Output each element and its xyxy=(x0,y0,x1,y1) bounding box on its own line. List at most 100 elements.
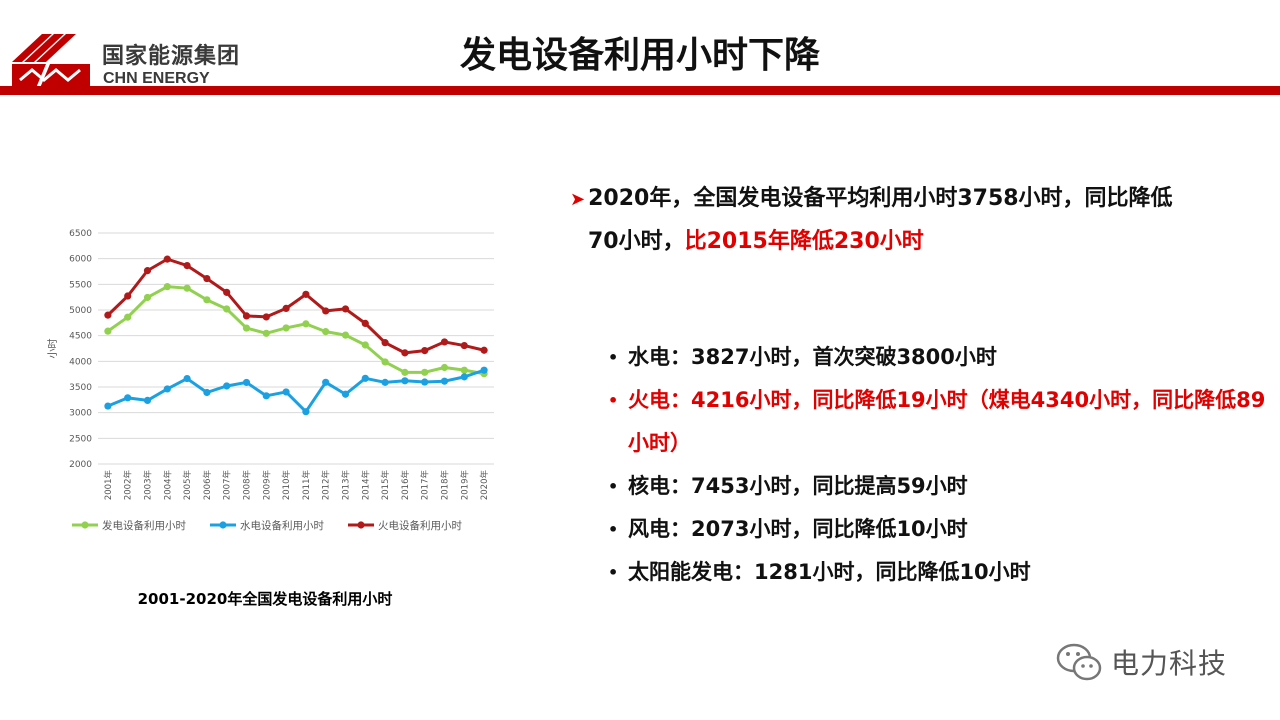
legend-marker xyxy=(219,521,227,529)
data-point xyxy=(163,283,171,291)
data-point xyxy=(361,319,369,327)
watermark: 电力科技 xyxy=(1055,638,1227,686)
bullet-wind: • 风电：2073小时，同比降低10小时 xyxy=(608,508,1268,551)
data-point xyxy=(183,284,191,292)
y-tick-label: 4500 xyxy=(69,332,92,342)
data-point xyxy=(361,341,369,349)
data-point xyxy=(421,378,429,386)
x-tick-label: 2005年 xyxy=(182,470,193,501)
data-point xyxy=(322,307,330,315)
brand-name-en: CHN ENERGY xyxy=(103,70,210,87)
y-tick-label: 3000 xyxy=(69,409,92,419)
data-point xyxy=(143,396,152,404)
headline-line-1: ➤ 2020年，全国发电设备平均利用小时3758小时，同比降低 xyxy=(570,178,1260,221)
data-point xyxy=(341,390,350,398)
x-tick-label: 2012年 xyxy=(321,470,332,501)
header-divider xyxy=(0,86,1280,95)
x-tick-label: 2020年 xyxy=(479,470,490,501)
data-point xyxy=(421,368,429,376)
chn-energy-logo-icon xyxy=(12,34,90,88)
utilization-hours-line-chart: 2000 2500 3000 3500 4000 4500 5000 5500 6000 6500… xyxy=(47,229,494,532)
bullet-dot-icon: • xyxy=(608,391,619,410)
data-point xyxy=(480,346,488,354)
legend-marker xyxy=(357,521,365,529)
data-point xyxy=(401,368,409,376)
data-point xyxy=(163,255,171,263)
data-point xyxy=(262,392,270,400)
bullet-text: 风电：2073小时，同比降低10小时 xyxy=(628,517,968,541)
x-tick-label: 2001年 xyxy=(103,470,114,501)
data-point xyxy=(460,366,468,374)
y-tick-label: 4000 xyxy=(69,357,92,367)
bullet-hydro: • 水电：3827小时，首次突破3800小时 xyxy=(608,336,1268,379)
data-point xyxy=(183,374,191,383)
legend-label: 火电设备利用小时 xyxy=(378,519,462,532)
y-tick-label: 6500 xyxy=(69,229,92,239)
data-point xyxy=(104,327,112,335)
x-tick-label: 2008年 xyxy=(242,470,253,501)
data-point xyxy=(242,312,251,320)
x-tick-label: 2002年 xyxy=(123,470,134,501)
bullet-thermal: • 火电：4216小时，同比降低19小时（煤电4340小时，同比降低89小时） xyxy=(608,379,1268,465)
x-tick-label: 2017年 xyxy=(420,470,431,501)
wechat-icon xyxy=(1056,643,1102,681)
data-point xyxy=(381,378,389,386)
data-point xyxy=(282,304,290,313)
data-point xyxy=(361,374,369,382)
x-tick-label: 2006年 xyxy=(202,470,213,501)
data-point xyxy=(341,331,350,339)
bullet-text: 水电：3827小时，首次突破3800小时 xyxy=(628,345,997,369)
data-point xyxy=(440,377,449,385)
x-tick-label: 2015年 xyxy=(380,470,391,501)
x-tick-label: 2009年 xyxy=(261,470,272,501)
data-point xyxy=(381,358,389,366)
brand-name-cn: 国家能源集团 xyxy=(102,44,241,69)
bullet-dot-icon: • xyxy=(608,563,619,582)
data-point xyxy=(203,274,211,283)
data-point xyxy=(242,324,251,332)
bullet-text: 太阳能发电：1281小时，同比降低10小时 xyxy=(628,560,1031,584)
headline-text-1: 2020年，全国发电设备平均利用小时3758小时，同比降低 xyxy=(588,186,1173,211)
y-tick-label: 5500 xyxy=(69,280,92,290)
data-point xyxy=(124,313,132,321)
legend-marker xyxy=(81,521,89,529)
x-tick-label: 2013年 xyxy=(341,470,352,501)
chart-caption: 2001-2020年全国发电设备利用小时 xyxy=(137,590,393,608)
x-tick-label: 2014年 xyxy=(360,470,371,501)
data-point xyxy=(401,349,409,357)
data-point xyxy=(223,305,231,313)
page-title: 发电设备利用小时下降 xyxy=(459,35,820,76)
data-point xyxy=(203,388,211,397)
data-point xyxy=(104,402,112,410)
legend-label: 水电设备利用小时 xyxy=(240,519,324,532)
data-point xyxy=(322,328,330,336)
data-point xyxy=(163,385,171,393)
headline: ➤ 2020年，全国发电设备平均利用小时3758小时，同比降低 70小时，比201… xyxy=(570,178,1260,263)
y-tick-label: 5000 xyxy=(69,306,92,316)
data-point xyxy=(282,324,290,332)
watermark-text: 电力科技 xyxy=(1111,647,1228,680)
data-point xyxy=(401,377,409,385)
x-tick-label: 2004年 xyxy=(162,470,173,501)
data-point xyxy=(381,339,389,347)
bullet-list: • 水电：3827小时，首次突破3800小时 • 火电：4216小时，同比降低19小… xyxy=(608,336,1268,594)
y-tick-label: 2000 xyxy=(69,460,92,470)
x-tick-label: 2018年 xyxy=(440,470,451,501)
data-point xyxy=(223,288,231,296)
x-tick-label: 2007年 xyxy=(222,470,233,501)
data-point xyxy=(460,341,468,350)
data-point xyxy=(143,267,152,275)
data-point xyxy=(124,292,132,300)
data-point xyxy=(421,347,429,355)
legend-label: 发电设备利用小时 xyxy=(102,519,186,532)
data-point xyxy=(242,378,251,387)
data-point xyxy=(183,261,191,270)
data-point xyxy=(223,382,231,390)
y-tick-label: 2500 xyxy=(69,434,92,444)
data-point xyxy=(124,394,132,402)
bullet-dot-icon: • xyxy=(608,348,619,367)
x-tick-label: 2003年 xyxy=(143,470,154,501)
data-point xyxy=(440,338,449,346)
data-point xyxy=(203,296,211,304)
